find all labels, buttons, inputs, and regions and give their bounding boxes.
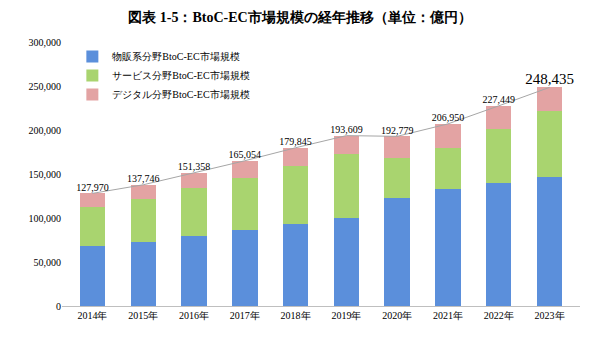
svg-text:300,000: 300,000 (29, 37, 62, 48)
svg-text:2023年: 2023年 (535, 310, 565, 321)
svg-text:227,449: 227,449 (483, 94, 516, 105)
svg-text:151,358: 151,358 (178, 161, 211, 172)
svg-text:2022年: 2022年 (484, 310, 514, 321)
svg-text:165,054: 165,054 (229, 149, 262, 160)
svg-text:250,000: 250,000 (29, 81, 62, 92)
svg-text:サービス分野BtoC-EC市場規模: サービス分野BtoC-EC市場規模 (112, 70, 249, 81)
svg-text:200,000: 200,000 (29, 125, 62, 136)
svg-text:2019年: 2019年 (331, 310, 361, 321)
svg-text:150,000: 150,000 (29, 169, 62, 180)
svg-text:127,970: 127,970 (76, 182, 109, 193)
svg-text:0: 0 (56, 301, 61, 312)
svg-text:192,779: 192,779 (381, 125, 414, 136)
svg-text:2016年: 2016年 (179, 310, 209, 321)
svg-text:2020年: 2020年 (382, 310, 412, 321)
svg-text:137,746: 137,746 (127, 173, 160, 184)
svg-text:2014年: 2014年 (77, 310, 107, 321)
svg-text:物販系分野BtoC-EC市場規模: 物販系分野BtoC-EC市場規模 (112, 51, 239, 62)
svg-text:100,000: 100,000 (29, 213, 62, 224)
svg-text:デジタル分野BtoC-EC市場規模: デジタル分野BtoC-EC市場規模 (112, 89, 249, 100)
svg-text:193,609: 193,609 (330, 124, 363, 135)
svg-text:50,000: 50,000 (34, 257, 62, 268)
svg-text:248,435: 248,435 (525, 71, 574, 87)
svg-text:2021年: 2021年 (433, 310, 463, 321)
svg-text:206,950: 206,950 (432, 112, 465, 123)
svg-text:2017年: 2017年 (230, 310, 260, 321)
svg-text:2018年: 2018年 (281, 310, 311, 321)
svg-text:2015年: 2015年 (128, 310, 158, 321)
svg-text:179,845: 179,845 (279, 136, 312, 147)
svg-text:図表 1-5：BtoC-EC市場規模の経年推移（単位：億円）: 図表 1-5：BtoC-EC市場規模の経年推移（単位：億円） (128, 9, 471, 25)
